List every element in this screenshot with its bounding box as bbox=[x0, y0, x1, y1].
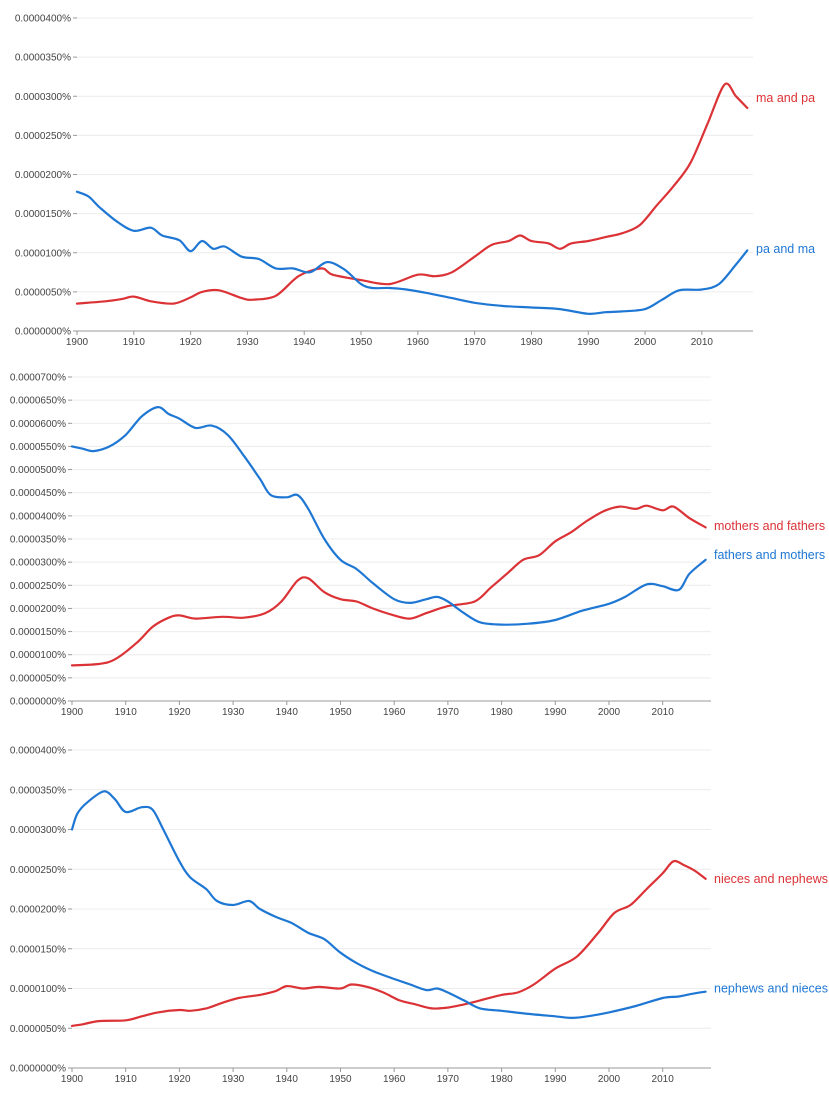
y-tick-label: 0.0000400% bbox=[10, 511, 66, 522]
series-label: nieces and nephews bbox=[714, 872, 828, 886]
y-tick-label: 0.0000350% bbox=[10, 535, 66, 546]
x-tick-label: 1910 bbox=[115, 707, 138, 718]
y-tick-label: 0.0000300% bbox=[10, 558, 66, 569]
y-tick-label: 0.0000400% bbox=[15, 14, 71, 25]
series-line bbox=[70, 504, 707, 667]
x-tick-label: 1980 bbox=[520, 337, 543, 348]
x-tick-label: 1940 bbox=[293, 337, 316, 348]
x-tick-label: 1970 bbox=[437, 1074, 460, 1085]
y-tick-label: 0.0000000% bbox=[10, 697, 66, 708]
y-tick-label: 0.0000550% bbox=[10, 442, 66, 453]
x-tick-label: 1900 bbox=[61, 707, 84, 718]
x-tick-label: 1980 bbox=[490, 1074, 513, 1085]
x-tick-label: 2000 bbox=[598, 707, 621, 718]
x-tick-label: 1980 bbox=[490, 707, 513, 718]
y-tick-label: 0.0000200% bbox=[10, 604, 66, 615]
x-tick-label: 1950 bbox=[329, 707, 352, 718]
x-tick-label: 1970 bbox=[464, 337, 487, 348]
x-tick-label: 1930 bbox=[222, 1074, 245, 1085]
x-tick-label: 1920 bbox=[168, 707, 191, 718]
y-tick-label: 0.0000000% bbox=[15, 327, 71, 338]
y-tick-label: 0.0000700% bbox=[10, 373, 66, 384]
x-tick-label: 2000 bbox=[598, 1074, 621, 1085]
y-tick-label: 0.0000300% bbox=[15, 92, 71, 103]
series-line bbox=[70, 859, 707, 1027]
y-tick-label: 0.0000250% bbox=[15, 131, 71, 142]
x-tick-label: 1970 bbox=[437, 707, 460, 718]
x-tick-label: 1900 bbox=[66, 337, 89, 348]
x-tick-label: 1990 bbox=[544, 1074, 567, 1085]
x-tick-label: 2010 bbox=[652, 707, 675, 718]
x-tick-label: 1990 bbox=[577, 337, 600, 348]
series-label: fathers and mothers bbox=[714, 548, 825, 562]
x-tick-label: 1930 bbox=[236, 337, 259, 348]
x-tick-label: 1900 bbox=[61, 1074, 84, 1085]
x-tick-label: 1940 bbox=[276, 707, 299, 718]
y-tick-label: 0.0000600% bbox=[10, 419, 66, 430]
series-label: pa and ma bbox=[756, 242, 815, 256]
y-tick-label: 0.0000350% bbox=[10, 785, 66, 796]
y-tick-label: 0.0000100% bbox=[10, 984, 66, 995]
y-tick-label: 0.0000400% bbox=[10, 746, 66, 757]
x-tick-label: 1960 bbox=[407, 337, 430, 348]
x-tick-label: 1960 bbox=[383, 707, 406, 718]
x-tick-label: 1920 bbox=[168, 1074, 191, 1085]
series-label: ma and pa bbox=[756, 91, 815, 105]
y-tick-label: 0.0000350% bbox=[15, 53, 71, 64]
x-tick-label: 1990 bbox=[544, 707, 567, 718]
y-tick-label: 0.0000300% bbox=[10, 825, 66, 836]
x-tick-label: 1960 bbox=[383, 1074, 406, 1085]
y-tick-label: 0.0000200% bbox=[15, 170, 71, 181]
series-line bbox=[70, 790, 707, 1019]
y-tick-label: 0.0000100% bbox=[15, 248, 71, 259]
x-tick-label: 1940 bbox=[276, 1074, 299, 1085]
y-tick-label: 0.0000100% bbox=[10, 650, 66, 661]
x-tick-label: 1910 bbox=[115, 1074, 138, 1085]
x-tick-label: 2010 bbox=[691, 337, 714, 348]
series-label: nephews and nieces bbox=[714, 982, 828, 996]
y-tick-label: 0.0000500% bbox=[10, 465, 66, 476]
x-tick-label: 1920 bbox=[179, 337, 202, 348]
series-line bbox=[75, 190, 749, 315]
x-tick-label: 2000 bbox=[634, 337, 657, 348]
x-tick-label: 1930 bbox=[222, 707, 245, 718]
x-tick-label: 1950 bbox=[329, 1074, 352, 1085]
x-tick-label: 1950 bbox=[350, 337, 373, 348]
y-tick-label: 0.0000250% bbox=[10, 581, 66, 592]
y-tick-label: 0.0000450% bbox=[10, 488, 66, 499]
series-line bbox=[70, 406, 707, 626]
series-line bbox=[75, 82, 749, 305]
y-tick-label: 0.0000250% bbox=[10, 865, 66, 876]
x-tick-label: 1910 bbox=[123, 337, 146, 348]
y-tick-label: 0.0000150% bbox=[10, 944, 66, 955]
y-tick-label: 0.0000000% bbox=[10, 1064, 66, 1075]
y-tick-label: 0.0000650% bbox=[10, 396, 66, 407]
y-tick-label: 0.0000150% bbox=[15, 209, 71, 220]
y-tick-label: 0.0000200% bbox=[10, 905, 66, 916]
y-tick-label: 0.0000050% bbox=[15, 287, 71, 298]
y-tick-label: 0.0000050% bbox=[10, 1024, 66, 1035]
y-tick-label: 0.0000050% bbox=[10, 673, 66, 684]
x-tick-label: 2010 bbox=[652, 1074, 675, 1085]
y-tick-label: 0.0000150% bbox=[10, 627, 66, 638]
series-label: mothers and fathers bbox=[714, 519, 825, 533]
